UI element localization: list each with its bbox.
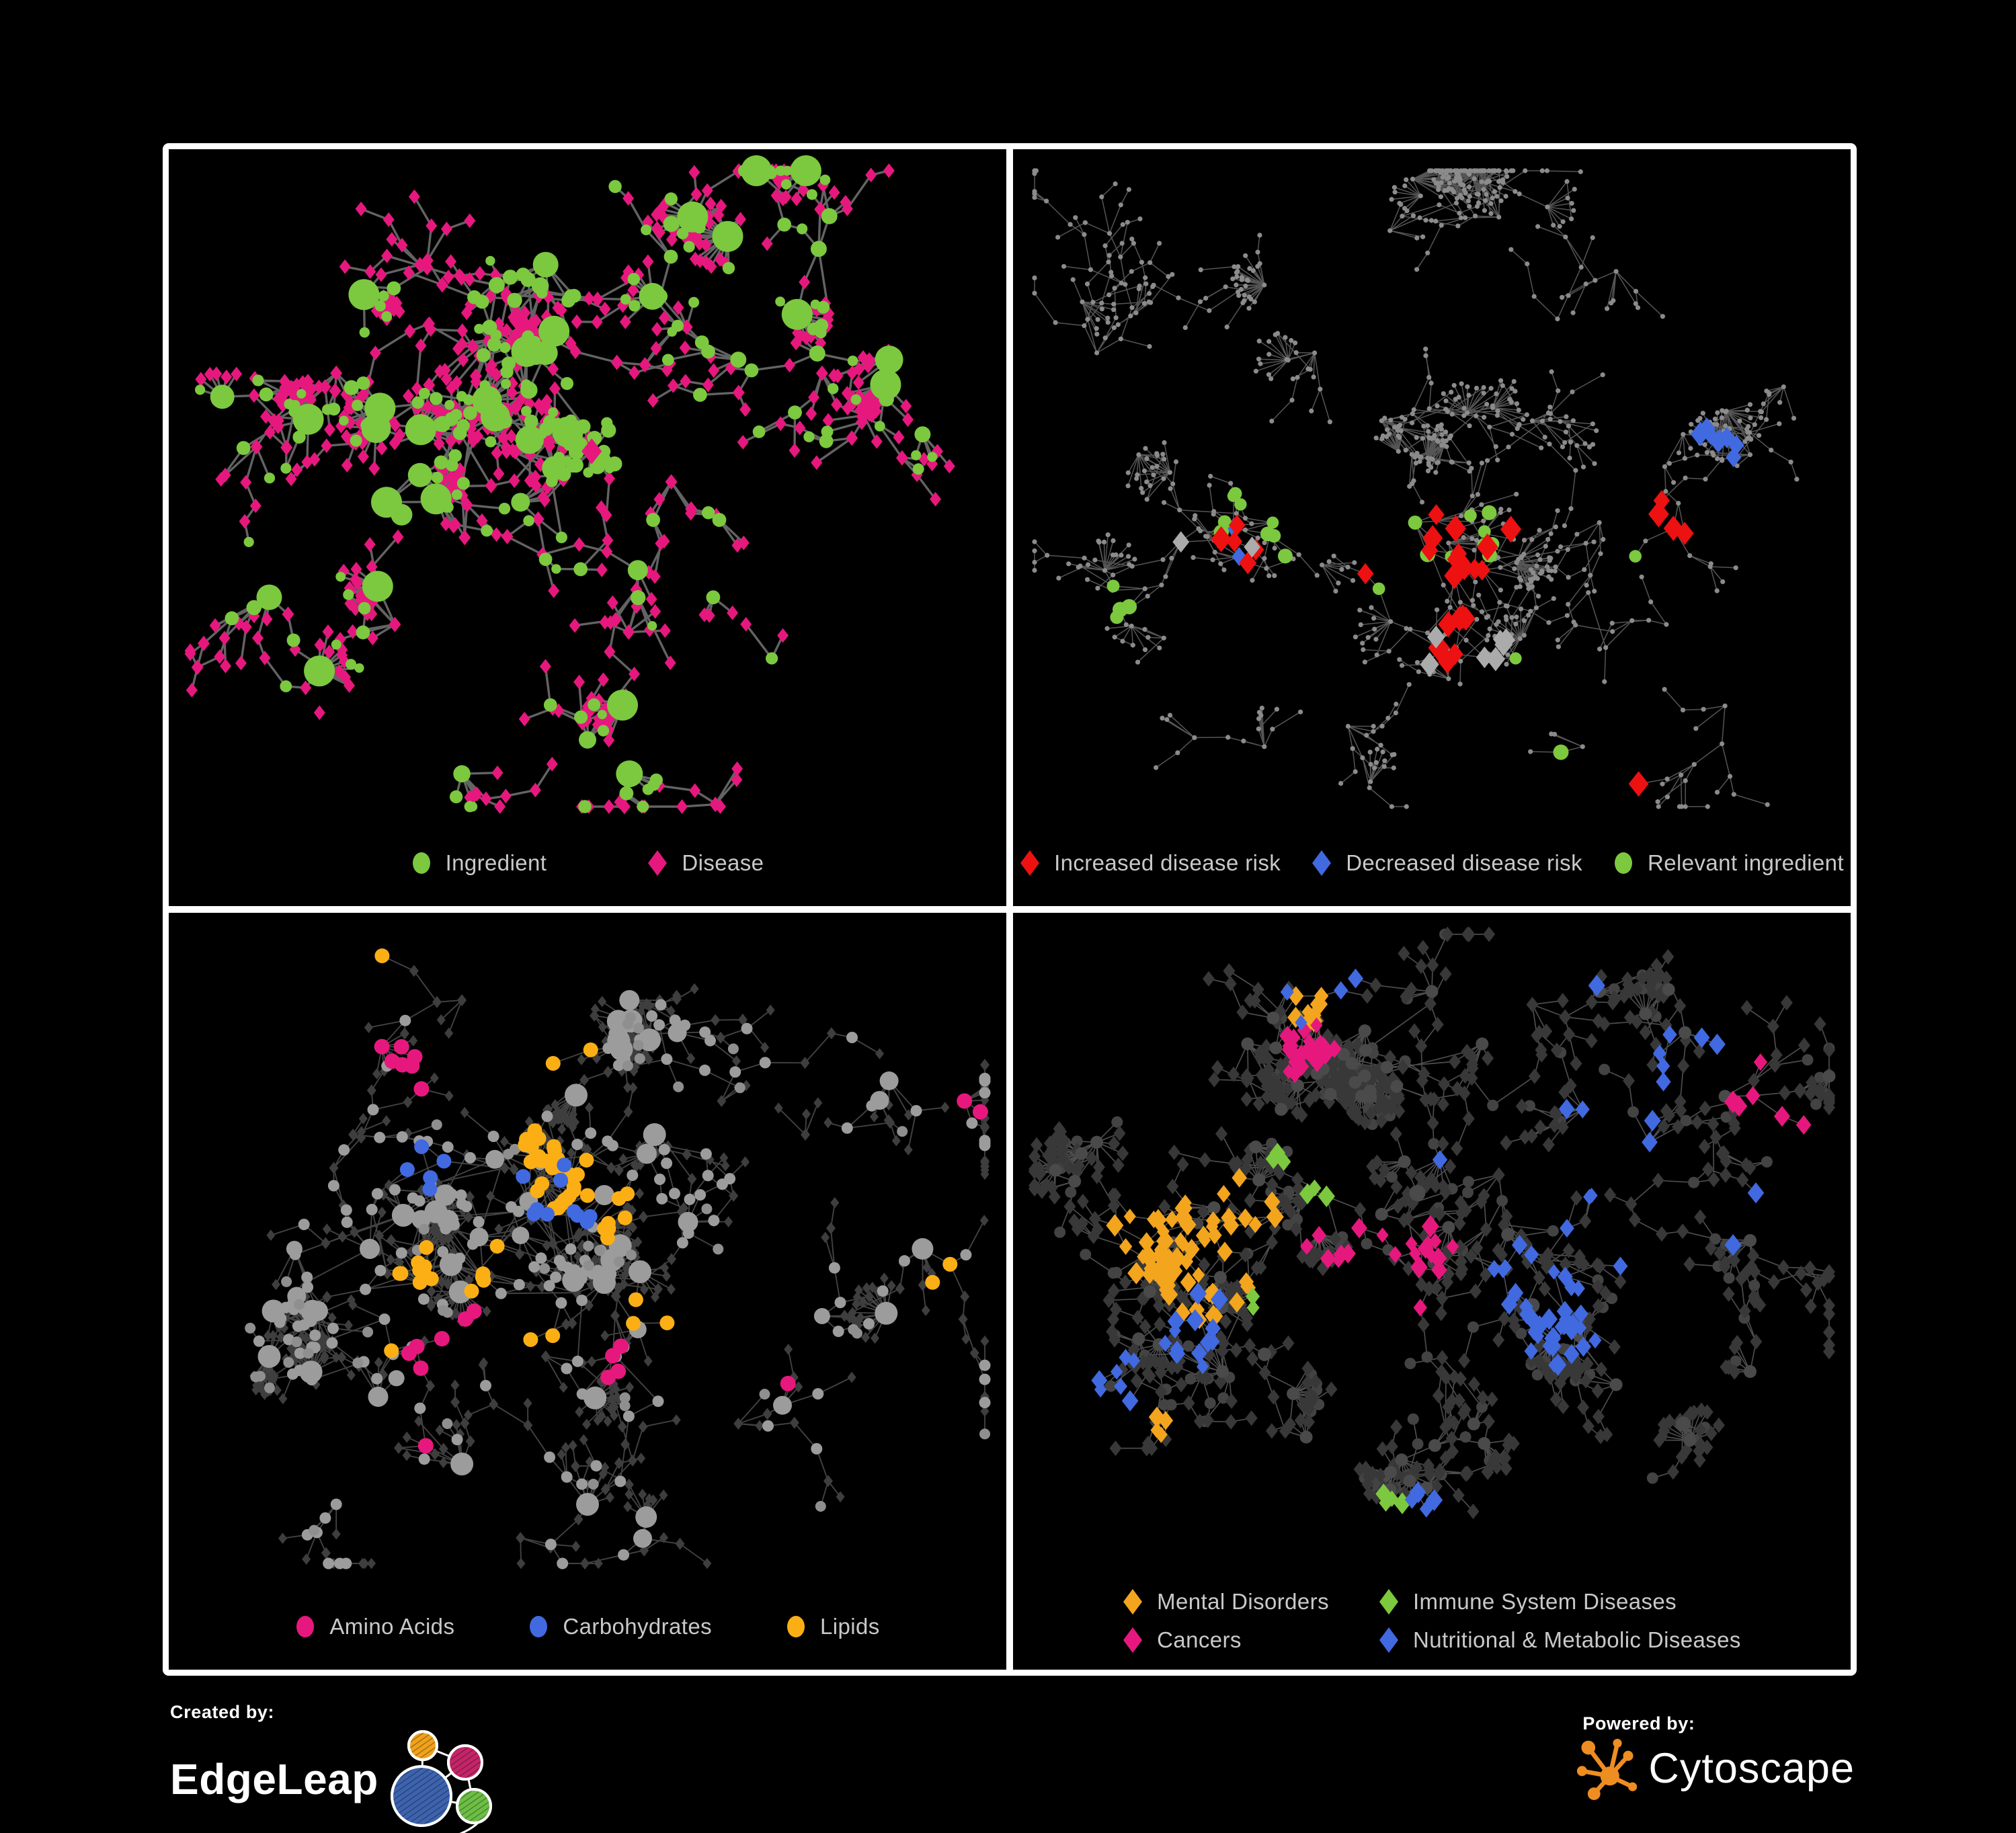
panel-nutrients: Amino Acids Carbohydrates Lipids [169,913,1006,1670]
legend-label: Amino Acids [329,1614,455,1639]
circle-marker-icon [412,852,430,874]
panel-disease-risk: Increased disease risk Decreased disease … [1013,149,1851,906]
legend-disease-risk: Increased disease risk Decreased disease … [1020,850,1844,877]
diamond-marker-icon [1379,1627,1398,1653]
legend-item: Increased disease risk [1020,850,1281,877]
diamond-marker-icon [648,850,668,876]
panel-grid: Ingredient Disease Increased disease risk D… [163,143,1857,1676]
created-by-block: Created by: EdgeLeap [170,1702,503,1833]
diamond-marker-icon [1123,1589,1143,1615]
circle-marker-icon [787,1616,805,1637]
panel-disease-categories: Mental Disorders Immune System Diseases Ca… [1013,913,1851,1670]
legend-item: Nutritional & Metabolic Diseases [1379,1627,1741,1654]
legend-label: Lipids [820,1614,880,1639]
network-disease-categories [1029,926,1836,1520]
edgeleap-lockup: EdgeLeap [170,1725,503,1833]
legend-item: Ingredient [411,850,547,877]
panel-ingredient-disease: Ingredient Disease [169,149,1006,906]
network-nutrients [245,948,991,1570]
diamond-marker-icon [1312,850,1332,876]
edgeleap-logo-icon [390,1730,492,1833]
legend-nutrients: Amino Acids Carbohydrates Lipids [178,1613,997,1640]
legend-label: Relevant ingredient [1647,850,1844,875]
circle-marker-icon [296,1616,315,1637]
powered-by-label: Powered by: [1582,1713,1695,1734]
circle-marker-icon [1614,852,1632,874]
network-ingredient-disease [184,155,955,815]
legend-label: Nutritional & Metabolic Diseases [1412,1627,1741,1652]
network-disease-risk [1032,168,1800,809]
circle-marker-icon [530,1616,548,1637]
created-by-label: Created by: [170,1702,275,1722]
legend-item: Immune System Diseases [1379,1588,1741,1615]
legend-label: Carbohydrates [563,1614,712,1639]
legend-ingredient-disease: Ingredient Disease [178,850,997,877]
legend-label: Decreased disease risk [1346,850,1582,875]
legend-label: Ingredient [445,850,547,875]
legend-label: Increased disease risk [1054,850,1281,875]
cytoscape-wordmark: Cytoscape [1648,1744,1855,1792]
legend-item: Amino Acids [295,1613,454,1640]
legend-item: Mental Disorders [1123,1588,1329,1615]
legend-item: Relevant ingredient [1613,850,1844,877]
legend-item: Carbohydrates [528,1613,712,1640]
diamond-marker-icon [1123,1627,1143,1653]
diamond-marker-icon [1379,1589,1398,1615]
powered-by-block: Powered by: Cytoscape [1576,1713,1855,1800]
legend-item: Disease [647,850,764,877]
legend-item: Cancers [1123,1627,1329,1654]
legend-label: Mental Disorders [1157,1589,1329,1614]
legend-label: Cancers [1157,1627,1242,1652]
legend-item: Lipids [786,1613,880,1640]
cytoscape-logo-icon [1577,1738,1638,1800]
cytoscape-lockup: Cytoscape [1576,1737,1855,1800]
legend-item: Decreased disease risk [1312,850,1582,877]
edgeleap-wordmark: EdgeLeap [170,1755,378,1803]
legend-label: Disease [682,850,764,875]
legend-disease-categories: Mental Disorders Immune System Diseases Ca… [1022,1588,1841,1654]
legend-label: Immune System Diseases [1412,1589,1677,1614]
diamond-marker-icon [1020,850,1040,876]
